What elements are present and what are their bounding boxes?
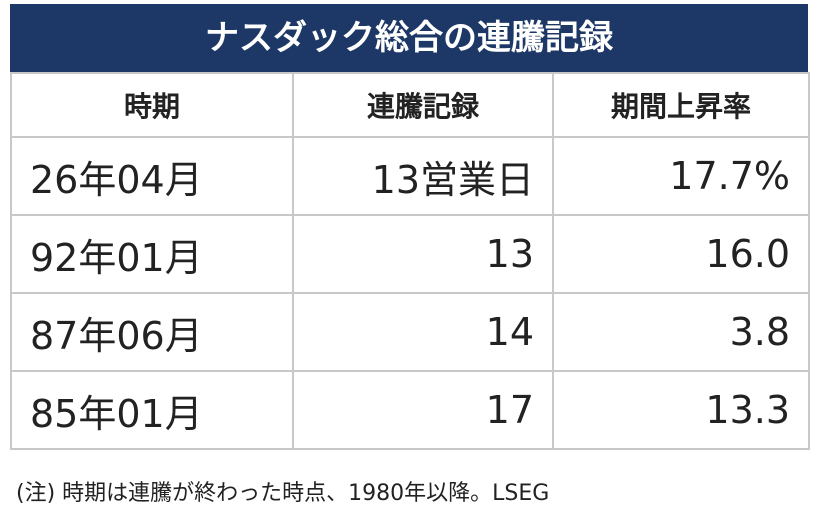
table-cell: 13 <box>292 214 554 294</box>
table-row: 85年01月 17 13.3 <box>10 370 810 450</box>
record-table: 時期 連騰記録 期間上昇率 26年04月 13営業日 17.7% 92年01月 13 16… <box>10 72 810 450</box>
table-cell: 16.0 <box>552 214 810 294</box>
footnote: (注) 時期は連騰が終わった時点、1980年以降。LSEG <box>16 481 550 506</box>
column-header: 期間上昇率 <box>552 72 810 138</box>
table-cell: 17 <box>292 370 554 450</box>
table-cell: 87年06月 <box>10 292 294 372</box>
column-header: 時期 <box>10 72 294 138</box>
table-cell: 14 <box>292 292 554 372</box>
table-cell: 17.7% <box>552 136 810 216</box>
table-cell: 3.8 <box>552 292 810 372</box>
table-cell: 13.3 <box>552 370 810 450</box>
table-cell: 26年04月 <box>10 136 294 216</box>
table-cell: 13営業日 <box>292 136 554 216</box>
header-row: 時期 連騰記録 期間上昇率 <box>10 72 810 138</box>
table-row: 92年01月 13 16.0 <box>10 214 810 294</box>
table-cell: 92年01月 <box>10 214 294 294</box>
table-row: 26年04月 13営業日 17.7% <box>10 136 810 216</box>
table-row: 87年06月 14 3.8 <box>10 292 810 372</box>
table-cell: 85年01月 <box>10 370 294 450</box>
title-bar: ナスダック総合の連騰記録 <box>10 4 808 72</box>
column-header: 連騰記録 <box>292 72 554 138</box>
table-body: 26年04月 13営業日 17.7% 92年01月 13 16.0 87年06月 14 3.8 8… <box>10 136 810 450</box>
table-card: ナスダック総合の連騰記録 時期 連騰記録 期間上昇率 26年04月 13営業日 17… <box>10 4 810 450</box>
